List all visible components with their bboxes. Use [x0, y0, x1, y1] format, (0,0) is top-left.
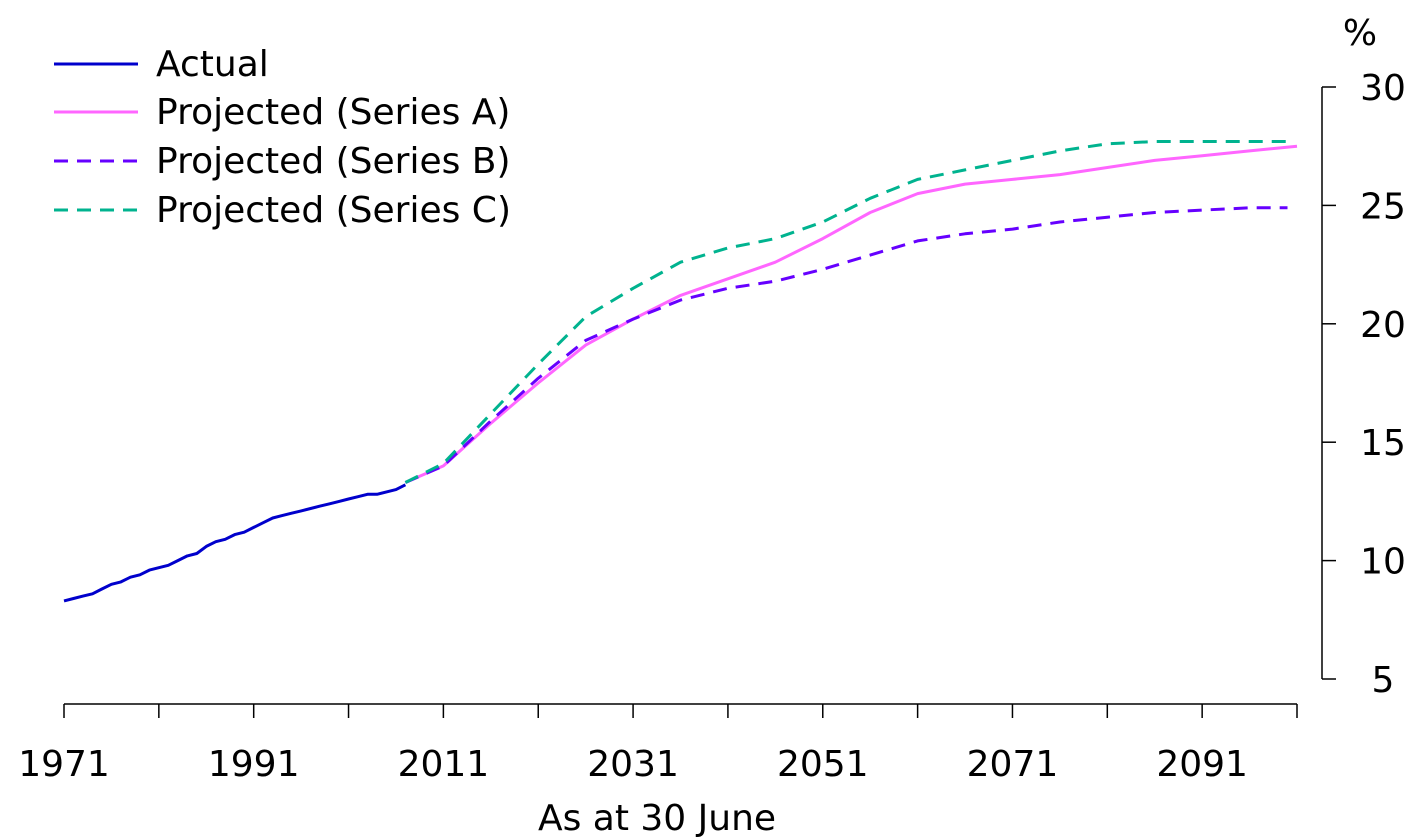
x-axis-label: As at 30 June	[538, 798, 776, 839]
y-tick-label: 30	[1360, 68, 1406, 109]
series-line-0	[63, 483, 407, 603]
series-line-2	[404, 206, 1288, 484]
series-layer	[63, 140, 1298, 603]
x-tick-label: 2091	[1156, 744, 1248, 785]
y-axis-label: %	[1343, 13, 1377, 54]
x-tick-label: 2071	[967, 744, 1059, 785]
legend-label: Projected (Series B)	[156, 141, 511, 182]
legend-label: Projected (Series A)	[156, 92, 510, 133]
y-axis: 5 10 15 20 25 30	[1321, 68, 1406, 701]
x-tick-label: 2011	[398, 744, 490, 785]
x-tick-label: 1971	[18, 744, 110, 785]
y-tick-label: 15	[1360, 423, 1406, 464]
x-tick-label: 2051	[777, 744, 869, 785]
x-tick-label: 1991	[208, 744, 300, 785]
y-tick-label: 25	[1360, 186, 1406, 227]
series-line-1	[404, 144, 1298, 484]
legend-label: Projected (Series C)	[156, 190, 511, 231]
legend: Actual Projected (Series A) Projected (Ser…	[54, 44, 511, 231]
x-axis: 1971 1991 2011 2031 2051 2071 2091	[18, 703, 1298, 785]
legend-label: Actual	[156, 44, 269, 85]
series-line-3	[404, 140, 1288, 484]
y-tick-label: 10	[1360, 542, 1406, 583]
x-tick-label: 2031	[587, 744, 679, 785]
y-tick-label: 5	[1372, 660, 1395, 701]
y-tick-label: 20	[1360, 305, 1406, 346]
